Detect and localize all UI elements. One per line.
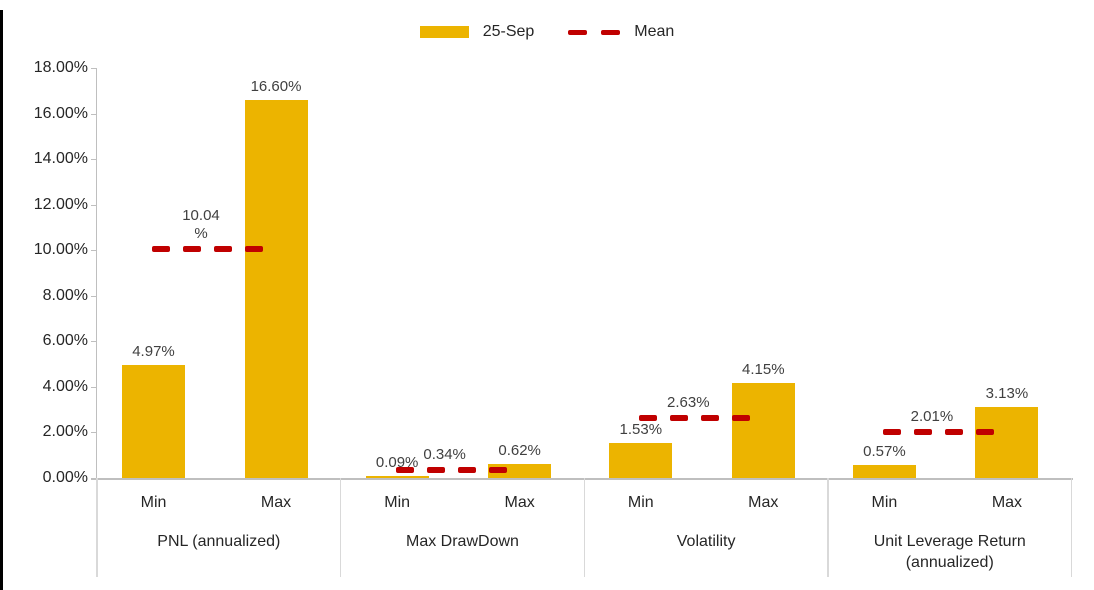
mean-dash-segment — [601, 29, 621, 35]
y-axis-tick-label: 14.00% — [33, 150, 88, 168]
y-axis-tick-mark — [91, 68, 97, 69]
bar-max-group1 — [244, 99, 308, 478]
y-axis-tick-mark — [91, 478, 97, 479]
mean-line-dash — [488, 467, 507, 474]
mean-line-dash — [670, 415, 689, 422]
x-axis-sublabel-max: Max — [991, 494, 1023, 511]
category-label: Max DrawDown — [406, 533, 519, 550]
x-axis-sublabel-min: Min — [384, 494, 411, 511]
y-axis-tick-mark — [91, 295, 97, 297]
bar-value-label: 0.62% — [498, 441, 541, 459]
y-axis-line — [96, 68, 97, 478]
x-axis-sublabel-max: Max — [748, 494, 779, 511]
mean-line-dash — [882, 429, 901, 436]
mean-line-dash — [913, 429, 932, 436]
chart-legend: 25-Sep Mean — [0, 18, 1094, 46]
y-axis-tick-mark — [91, 250, 97, 252]
bar-value-label: 3.13% — [985, 384, 1029, 402]
y-axis-tick-mark — [91, 204, 97, 206]
category-divider-line — [96, 478, 98, 577]
mean-line-dash — [152, 246, 170, 253]
mean-line-dash — [395, 467, 414, 474]
legend-bar-swatch-icon — [419, 26, 469, 38]
bar-value-label: 0.57% — [863, 443, 906, 461]
legend-bar-label: 25-Sep — [482, 23, 535, 40]
mean-line-dash — [457, 467, 476, 474]
bar-min-group1 — [122, 364, 185, 478]
y-axis-tick-mark — [91, 341, 97, 343]
bar-value-label: 0.09% — [375, 453, 419, 471]
y-axis-tick-label: 4.00% — [42, 377, 88, 395]
x-axis-sublabel-max: Max — [260, 494, 292, 511]
y-axis-tick-label: 2.00% — [42, 423, 88, 441]
x-axis-line — [91, 478, 1073, 480]
y-axis-tick-label: 16.00% — [33, 104, 88, 122]
y-axis-tick-label: 6.00% — [42, 332, 88, 350]
mean-line-dash — [944, 429, 963, 436]
bar-max-group4 — [975, 406, 1039, 478]
y-axis-tick-mark — [91, 113, 97, 115]
legend-mean-label: Mean — [634, 23, 675, 40]
mean-line-dash — [701, 415, 720, 422]
mean-line-dash — [639, 415, 658, 422]
y-axis-tick-label: 18.00% — [33, 59, 88, 76]
mean-line-dash — [426, 467, 445, 474]
legend-mean-dash-icon — [568, 29, 621, 35]
bar-max-group3 — [731, 383, 795, 478]
mean-value-label: 10.04 % — [182, 207, 220, 243]
bar-value-label: 4.97% — [132, 342, 175, 360]
chart-frame-left-border — [0, 10, 3, 590]
mean-value-label: 2.63% — [667, 394, 710, 412]
category-divider-line — [1070, 478, 1073, 577]
mean-line-dash — [975, 429, 994, 436]
category-label: Unit Leverage Return (annualized) — [873, 533, 1026, 571]
mean-line-dash — [732, 415, 751, 422]
y-axis-tick-label: 8.00% — [42, 286, 88, 304]
x-axis-sublabel-min: Min — [140, 494, 167, 511]
category-divider-line — [583, 478, 586, 577]
bar-value-label: 1.53% — [619, 421, 663, 439]
category-label: Volatility — [676, 533, 736, 550]
y-axis-tick-label: 0.00% — [42, 469, 88, 486]
category-divider-line — [827, 478, 829, 577]
y-axis-tick-label: 10.00% — [33, 241, 88, 259]
bar-min-group2 — [365, 475, 429, 478]
bar-min-group3 — [609, 443, 673, 478]
mean-dash-segment — [568, 29, 588, 35]
y-axis-tick-mark — [91, 432, 97, 434]
x-axis-sublabel-max: Max — [504, 494, 535, 511]
x-axis-sublabel-min: Min — [627, 494, 654, 511]
mean-value-label: 0.34% — [423, 446, 466, 464]
mean-line-dash — [245, 246, 263, 253]
mean-line-dash — [214, 246, 232, 253]
bar-value-label: 16.60% — [250, 77, 302, 95]
x-axis-sublabel-min: Min — [871, 494, 898, 511]
mean-line-dash — [183, 246, 201, 253]
bar-value-label: 4.15% — [742, 361, 785, 379]
y-axis-tick-mark — [91, 159, 97, 161]
category-label: PNL (annualized) — [157, 533, 281, 550]
y-axis-tick-mark — [91, 386, 97, 388]
bar-min-group4 — [852, 465, 916, 478]
y-axis-tick-label: 12.00% — [33, 195, 88, 213]
mean-value-label: 2.01% — [910, 408, 954, 426]
category-divider-line — [339, 478, 342, 577]
